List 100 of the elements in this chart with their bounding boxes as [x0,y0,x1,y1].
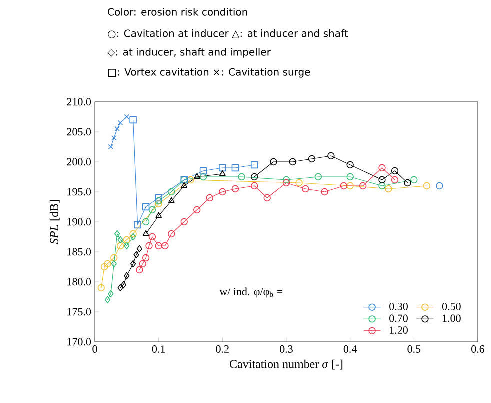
y-tick-label: 180.0 [68,278,92,286]
point [308,155,316,163]
point [436,182,444,190]
point [155,200,162,208]
point [168,230,176,238]
point [410,176,418,184]
point [114,230,120,238]
point [250,161,258,169]
point [162,242,169,250]
y-tick-label: 205.0 [67,128,92,136]
point [124,114,130,120]
point [130,233,136,241]
point [130,260,136,268]
point [139,260,146,268]
legend-title: w/ ind. φ/φ$_{b}$ = [220,288,282,298]
legend-label: 1.20 [390,326,408,334]
x-tick-label: 0.6 [472,346,485,353]
point [187,176,194,184]
point [180,218,188,226]
point [108,290,114,298]
point [142,254,150,262]
x-tick-label: 0.5 [408,346,421,353]
point [250,182,258,190]
x-tick-label: 0.3 [280,346,293,353]
point [232,185,240,193]
point [282,179,290,187]
point [270,158,278,166]
y-tick-label: 200.0 [67,158,92,166]
y-axis-title: SPL [dB] [50,200,60,244]
point [124,272,130,280]
x-tick-label: 0.4 [344,346,358,353]
point [385,185,392,193]
point [378,182,386,190]
point [346,173,354,181]
text: □: Vortex cavitation ×: Cavitation surge [108,68,310,78]
legend-label: 0.30 [390,302,408,310]
point [321,188,328,196]
point [232,164,240,172]
point [328,152,335,160]
point [136,245,142,253]
y-tick-label: 185.0 [68,248,92,256]
point [118,120,124,126]
point [116,242,124,250]
point [120,281,127,289]
point [194,173,200,179]
text: Color: erosion risk condition [108,8,248,16]
point [156,212,162,218]
point [148,233,156,241]
point [130,116,137,124]
legend-label: 0.50 [442,302,461,310]
point [111,135,117,141]
text: ◇: at inducer, shaft and impeller [108,48,271,58]
point [110,254,118,262]
point [314,173,322,181]
point [289,158,296,166]
point [108,144,114,150]
point [100,263,108,271]
point [200,167,208,175]
y-tick-label: 190.0 [68,218,92,226]
legend-label: 1.00 [443,314,461,322]
point [142,203,150,211]
y-tick-label: 170.0 [68,338,92,346]
point [118,284,124,292]
point [136,266,144,274]
point [282,176,290,184]
legend-label: 0.70 [390,314,408,322]
point [378,164,386,172]
x-axis-title: Cavitation number σ [-] [230,360,343,370]
point [168,188,176,196]
point [264,194,271,202]
point [168,197,175,203]
point [302,185,310,193]
point [378,176,386,184]
point [104,260,112,268]
point [142,230,150,236]
point [194,206,201,214]
point [404,179,412,187]
point [391,176,399,184]
point [111,260,117,268]
point [146,242,153,250]
point [359,182,367,190]
point [142,218,150,226]
point [200,173,208,181]
point [238,173,246,181]
x-tick-label: 0.1 [152,346,166,353]
point [219,164,226,172]
point [181,182,188,188]
point [346,182,354,190]
point [296,179,303,187]
point [391,167,399,175]
point [104,296,111,304]
point [206,194,214,202]
point [346,161,354,169]
y-tick-label: 210.0 [67,98,92,106]
x-tick-label: 0 [92,346,98,353]
text: ○: Cavitation at inducer △: at inducer and shaft [108,30,348,38]
point [118,236,124,244]
point [250,173,258,181]
point [219,188,226,196]
point [340,182,348,190]
